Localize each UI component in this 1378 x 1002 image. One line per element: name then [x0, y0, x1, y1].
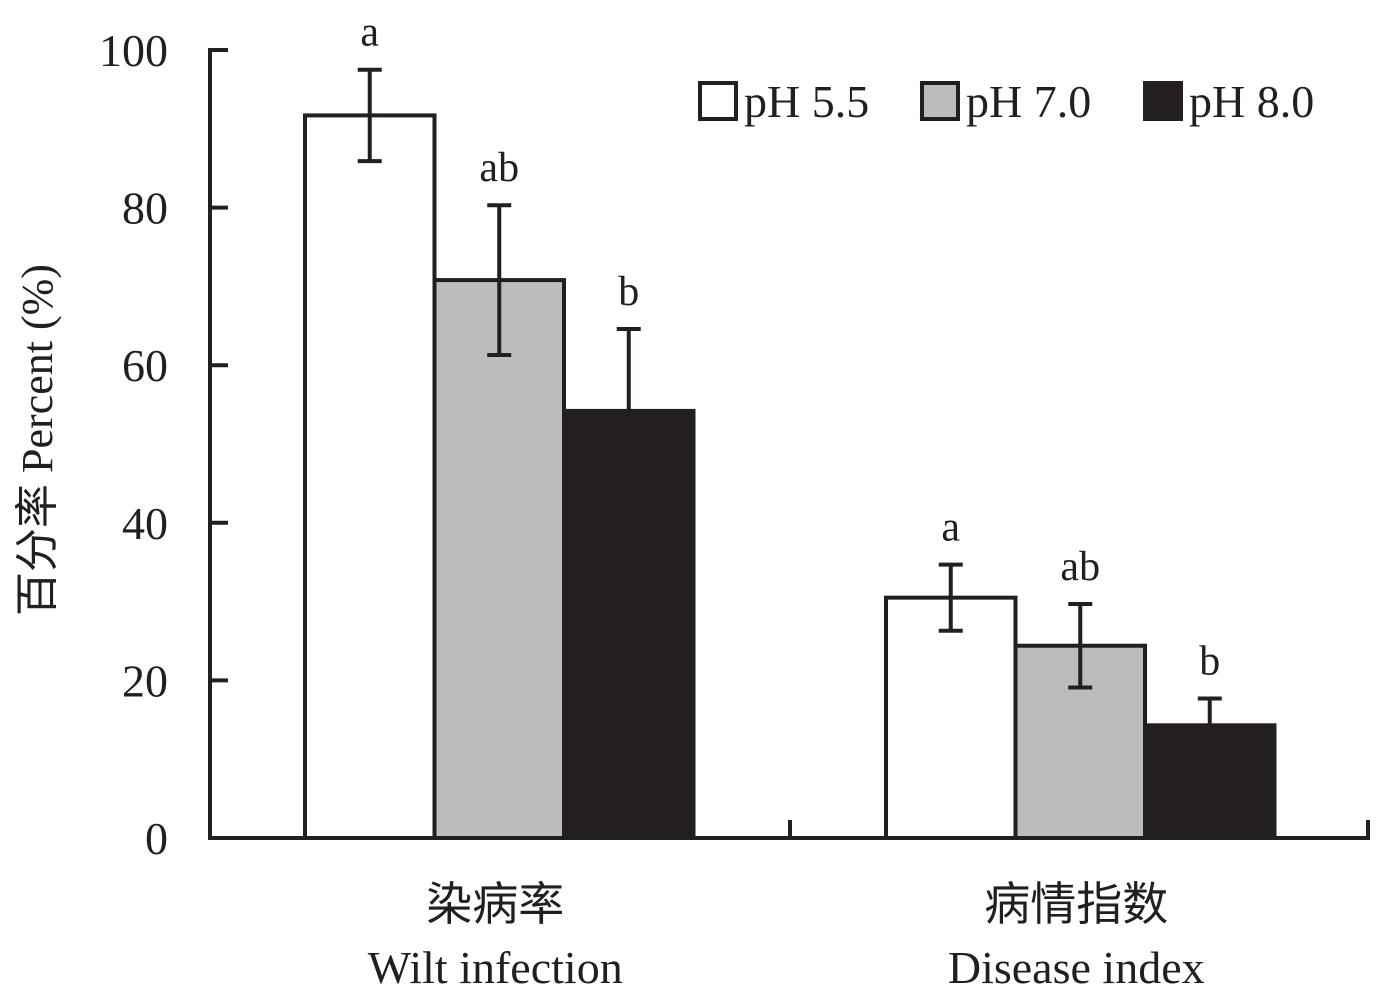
legend-swatch	[920, 81, 960, 121]
significance-label: ab	[1060, 544, 1100, 590]
significance-label: a	[360, 10, 379, 56]
legend-label: pH 5.5	[744, 76, 869, 127]
y-tick-label: 80	[122, 183, 168, 234]
y-tick-label: 60	[122, 340, 168, 391]
x-category-label-cn: 病情指数	[984, 879, 1168, 930]
x-category-label-cn: 染病率	[426, 879, 564, 930]
y-axis-title: 百分率 Percent (%)	[13, 264, 62, 616]
significance-label: a	[941, 505, 960, 551]
legend-label: pH 8.0	[1189, 76, 1314, 127]
legend: pH 5.5 pH 7.0 pH 8.0	[698, 76, 1314, 127]
y-tick-label: 20	[122, 655, 168, 706]
bar	[884, 595, 1018, 840]
legend-swatch	[1143, 81, 1183, 121]
legend-swatch	[698, 81, 738, 121]
significance-label: ab	[479, 145, 519, 191]
y-tick-label: 100	[99, 25, 168, 76]
bar	[432, 278, 566, 840]
x-category-label-en: Disease index	[948, 942, 1205, 993]
y-tick-label: 40	[122, 498, 168, 549]
significance-label: b	[618, 269, 639, 315]
y-tick-label: 0	[145, 813, 168, 864]
legend-label: pH 7.0	[966, 76, 1091, 127]
bar	[303, 113, 437, 841]
x-category-label-en: Wilt infection	[368, 942, 623, 993]
significance-label: b	[1199, 639, 1220, 685]
axes: 0 20 40 60 80 100 染病率 Wilt infection 病情指数 Disease…	[99, 25, 1370, 993]
bars: a a ab ab b b	[303, 10, 1277, 841]
